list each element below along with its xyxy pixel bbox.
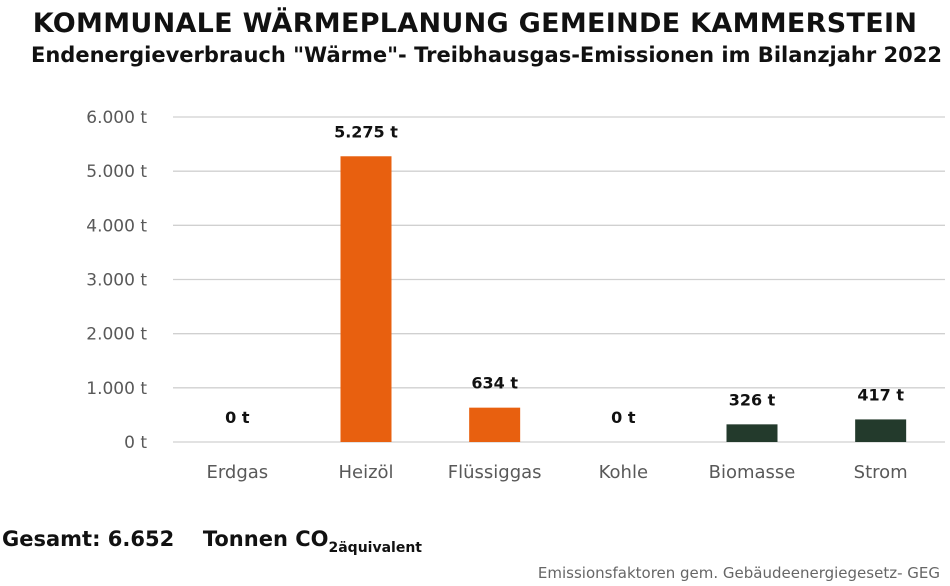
bar-chart: 0 t 1.000 t 2.000 t 3.000 t 4.000 t 5.000 t 6.… xyxy=(86,108,945,483)
total-unit: Tonnen CO xyxy=(202,527,329,551)
bar-heizöl xyxy=(340,156,392,443)
bar-strom xyxy=(855,419,907,442)
x-tick-label: Biomasse xyxy=(709,462,796,483)
y-tick-label: 3.000 t xyxy=(86,271,147,291)
total-label: Gesamt: xyxy=(2,527,101,551)
y-tick-label: 6.000 t xyxy=(86,108,147,128)
x-tick-label: Strom xyxy=(854,462,908,483)
chart-subtitle: Endenergieverbrauch "Wärme"- Treibhausga… xyxy=(31,43,942,67)
data-label: 634 t xyxy=(471,374,518,393)
x-tick-label: Heizöl xyxy=(338,462,393,483)
y-tick-label: 2.000 t xyxy=(86,325,147,345)
data-label: 0 t xyxy=(225,408,250,427)
data-label: 417 t xyxy=(857,385,904,404)
bar-biomasse xyxy=(726,424,778,442)
y-tick-label: 1.000 t xyxy=(86,379,147,399)
data-label: 0 t xyxy=(611,408,636,427)
y-tick-label: 0 t xyxy=(124,433,147,453)
y-tick-label: 5.000 t xyxy=(86,162,147,182)
total-summary: Gesamt: 6.652 Tonnen CO2äquivalent xyxy=(2,527,422,556)
total-value: 6.652 xyxy=(107,527,175,551)
data-label: 5.275 t xyxy=(334,122,398,141)
chart-title: KOMMUNALE WÄRMEPLANUNG GEMEINDE KAMMERST… xyxy=(32,8,918,39)
x-tick-label: Flüssiggas xyxy=(448,462,542,483)
x-tick-label: Erdgas xyxy=(206,462,268,483)
total-unit-subscript: 2äquivalent xyxy=(328,540,422,556)
bar-flüssiggas xyxy=(469,407,521,442)
x-tick-label: Kohle xyxy=(599,462,648,483)
footnote: Emissionsfaktoren gem. Gebäudeenergieges… xyxy=(537,564,940,582)
y-tick-label: 4.000 t xyxy=(86,216,147,236)
data-label: 326 t xyxy=(729,390,776,409)
